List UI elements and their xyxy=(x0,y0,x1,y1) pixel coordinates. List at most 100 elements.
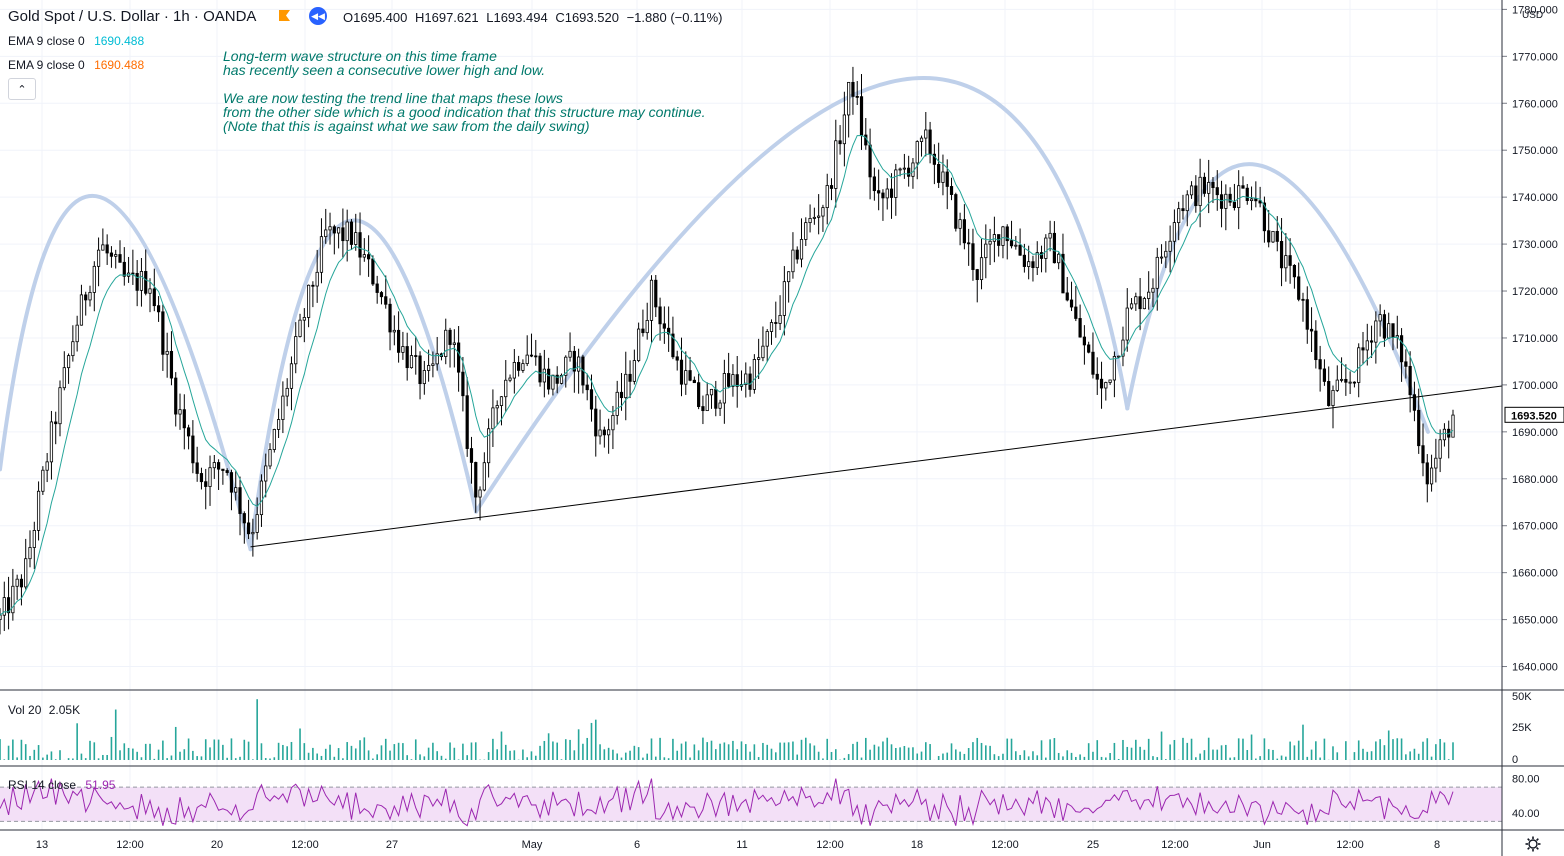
volume-bar xyxy=(985,745,987,760)
volume-bar xyxy=(183,749,186,760)
volume-bar xyxy=(500,731,503,760)
candle-body xyxy=(195,462,199,474)
candle-body xyxy=(765,331,769,347)
candle-body xyxy=(504,379,508,398)
replay-icon[interactable]: ◀◀ xyxy=(309,7,327,25)
volume-bar xyxy=(260,743,263,760)
volume-bar xyxy=(903,746,906,760)
candle-body xyxy=(667,327,671,335)
volume-bar xyxy=(732,740,734,760)
volume-bar xyxy=(256,699,258,760)
volume-bar xyxy=(119,750,121,760)
candle-body xyxy=(555,374,559,384)
gear-icon[interactable] xyxy=(1524,835,1542,853)
volume-bar xyxy=(1310,749,1313,760)
candle-body xyxy=(1005,226,1009,242)
candle-body xyxy=(1327,381,1331,406)
candle-body xyxy=(281,395,285,420)
volume-bar xyxy=(80,753,83,760)
volume-bar xyxy=(247,741,250,760)
volume-bar xyxy=(556,742,558,760)
volume-bar xyxy=(312,747,314,760)
candle-body xyxy=(1399,335,1404,363)
candle-body xyxy=(1061,253,1065,294)
volume-bar xyxy=(860,757,863,760)
volume-bar xyxy=(504,744,507,760)
volume-bar xyxy=(457,759,460,760)
volume-bar xyxy=(809,743,811,760)
volume-bar xyxy=(594,719,597,760)
rsi-label: RSI 14 close 51.95 xyxy=(8,778,116,792)
volume-bar xyxy=(234,758,237,760)
candle-body xyxy=(709,388,714,396)
candle-body xyxy=(264,465,268,482)
time-tick-label: 6 xyxy=(634,839,640,851)
candle-body xyxy=(388,303,392,333)
candle-body xyxy=(88,292,92,301)
flag-icon[interactable] xyxy=(279,10,290,21)
volume-bar xyxy=(1237,738,1240,760)
volume-bar xyxy=(372,758,374,760)
volume-bar xyxy=(286,746,288,760)
candle-body xyxy=(1374,320,1378,343)
candle-body xyxy=(1241,185,1245,189)
volume-bar xyxy=(1096,740,1099,760)
candle-body xyxy=(444,329,448,357)
volume-bar xyxy=(376,754,378,760)
time-tick-label: 11 xyxy=(736,839,747,851)
volume-bar xyxy=(1032,751,1034,760)
volume-bar xyxy=(946,752,949,760)
candle-body xyxy=(568,350,572,358)
candle-body xyxy=(1228,193,1232,203)
volume-bar xyxy=(873,744,876,760)
volume-bar xyxy=(453,747,456,760)
time-tick-label: 20 xyxy=(211,839,223,851)
trend-line-segment xyxy=(250,385,1503,548)
price-tick-label: 1690.000 xyxy=(1512,427,1558,439)
volume-bar xyxy=(1160,731,1163,760)
candle-body xyxy=(658,306,662,325)
volume-bar xyxy=(629,750,631,760)
candle-body xyxy=(602,429,606,436)
volume-bar xyxy=(196,756,198,760)
candle-body xyxy=(469,448,474,463)
volume-bar xyxy=(277,742,280,760)
volume-bar xyxy=(787,742,790,760)
volume-bar xyxy=(1443,742,1446,760)
candle-body xyxy=(1451,414,1455,438)
candle-body xyxy=(744,373,748,385)
candle-body xyxy=(1365,340,1369,351)
indicator-ema-1[interactable]: EMA 9 close 0 1690.488 xyxy=(8,34,145,48)
volume-bar xyxy=(895,747,897,760)
candle-body xyxy=(1189,185,1194,196)
price-tick-label: 1740.000 xyxy=(1512,192,1558,204)
candle-body xyxy=(24,558,28,588)
candle-body xyxy=(624,373,628,399)
volume-bar xyxy=(877,746,880,760)
volume-bar xyxy=(299,728,301,760)
candle-body xyxy=(748,373,752,390)
candle-body xyxy=(757,357,761,360)
candle-body xyxy=(135,272,139,291)
candle-body xyxy=(285,387,289,397)
candle-body xyxy=(199,473,204,483)
candle-body xyxy=(1378,314,1382,322)
indicator-ema-2[interactable]: EMA 9 close 0 1690.488 xyxy=(8,58,145,72)
volume-bar xyxy=(659,737,661,760)
volume-bar xyxy=(389,750,391,760)
collapse-legend-button[interactable]: ⌃ xyxy=(8,78,36,100)
candle-body xyxy=(508,377,512,381)
candle-body xyxy=(752,359,756,390)
candle-body xyxy=(349,221,354,245)
volume-bar xyxy=(646,753,649,760)
volume-bar xyxy=(29,755,31,760)
volume-bar xyxy=(1379,739,1381,760)
volume-bar xyxy=(106,754,108,760)
volume-bar xyxy=(1289,741,1291,760)
volume-label: Vol 20 2.05K xyxy=(8,703,81,717)
volume-bar xyxy=(1229,757,1231,760)
volume-bar xyxy=(1195,757,1197,760)
volume-tick-label: 50K xyxy=(1512,691,1532,703)
